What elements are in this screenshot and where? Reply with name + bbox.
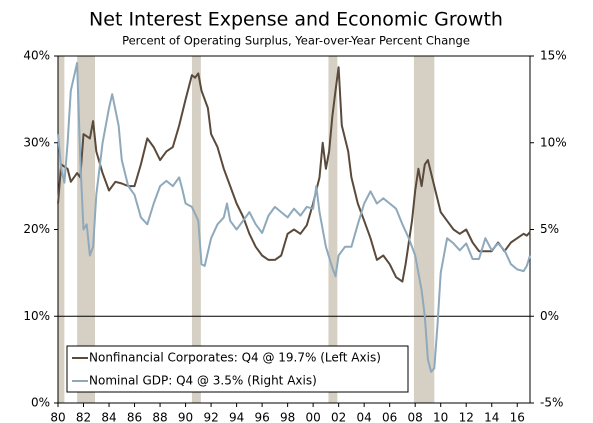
x-tick-label: 04 [357,411,372,423]
x-tick-label: 92 [203,411,218,423]
x-tick-label: 08 [408,411,423,423]
x-tick-label: 14 [484,411,499,423]
x-tick-label: 16 [510,411,525,423]
lines [57,61,531,373]
x-tick-label: 94 [229,411,244,423]
recession-band [191,56,201,403]
x-tick-label: 96 [254,411,269,423]
recession-band [413,56,435,403]
x-tick-label: 10 [433,411,448,423]
y2-tick-label: 15% [540,49,567,63]
y-tick-label: 10% [23,309,50,323]
series-line [57,61,531,373]
y2-tick-label: 5% [540,222,559,236]
x-tick-label: 12 [459,411,474,423]
x-tick-label: 98 [280,411,295,423]
legend-label: Nominal GDP: Q4 @ 3.5% (Right Axis) [89,374,317,388]
y-tick-label: 30% [23,135,50,149]
y2-tick-label: -5% [540,396,563,410]
legend-box [66,345,409,393]
x-tick-label: 00 [305,411,320,423]
x-tick-label: 86 [127,411,142,423]
chart-subtitle: Percent of Operating Surplus, Year-over-… [122,34,470,48]
y-tick-label: 40% [23,49,50,63]
y2-tick-label: 10% [540,135,567,149]
x-tick-label: 06 [382,411,397,423]
x-tick-label: 88 [152,411,167,423]
legend-label: Nonfinancial Corporates: Q4 @ 19.7% (Lef… [89,351,381,365]
y-tick-label: 20% [23,222,50,236]
series-line [57,66,531,283]
legend: Nonfinancial Corporates: Q4 @ 19.7% (Lef… [66,345,409,393]
x-tick-label: 02 [331,411,346,423]
recession-band [328,56,338,403]
y-tick-label: 0% [31,396,50,410]
x-tick-label: 90 [178,411,193,423]
y2-tick-label: 0% [540,309,559,323]
x-tick-label: 82 [76,411,91,423]
axes: 0% 10% 20% 30% 40% -5% 0% 5% 10% 15% 80 82 84 86 88 90 9… [23,49,566,423]
recession-band [58,56,65,403]
x-tick-label: 80 [50,411,65,423]
chart-title: Net Interest Expense and Economic Growth [89,9,503,31]
x-tick-label: 84 [101,411,116,423]
